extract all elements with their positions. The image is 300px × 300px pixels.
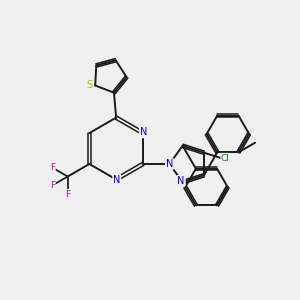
Text: N: N [140, 128, 147, 137]
Text: S: S [87, 80, 93, 91]
Text: F: F [50, 181, 55, 190]
Text: Cl: Cl [221, 154, 230, 163]
Text: N: N [166, 159, 173, 169]
Text: N: N [113, 175, 120, 185]
Text: F: F [50, 163, 55, 172]
Text: N: N [178, 176, 185, 186]
Text: F: F [65, 190, 70, 199]
